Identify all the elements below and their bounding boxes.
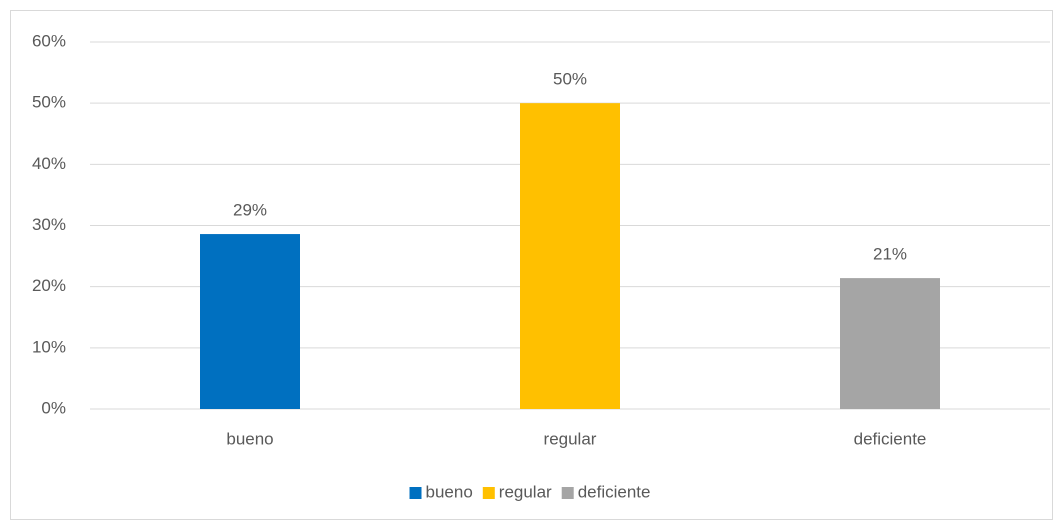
legend-label: bueno [426, 482, 473, 501]
x-tick-label: deficiente [854, 429, 927, 448]
x-tick-label: regular [544, 429, 597, 448]
y-tick-label: 20% [32, 276, 66, 295]
y-tick-label: 50% [32, 93, 66, 112]
bar [520, 103, 620, 410]
bar [840, 278, 940, 409]
y-tick-label: 30% [32, 215, 66, 234]
data-label: 21% [873, 245, 907, 264]
x-tick-label: bueno [226, 429, 273, 448]
legend-swatch [409, 487, 422, 499]
y-tick-label: 60% [32, 31, 66, 50]
legend-label: regular [499, 482, 552, 501]
data-label: 50% [553, 70, 587, 89]
bar [200, 234, 300, 409]
data-label: 29% [233, 201, 267, 220]
legend-swatch [482, 487, 495, 499]
y-tick-label: 0% [41, 398, 66, 417]
legend-label: deficiente [578, 482, 651, 501]
y-tick-label: 40% [32, 154, 66, 173]
legend-swatch [561, 487, 574, 499]
y-tick-label: 10% [32, 337, 66, 356]
